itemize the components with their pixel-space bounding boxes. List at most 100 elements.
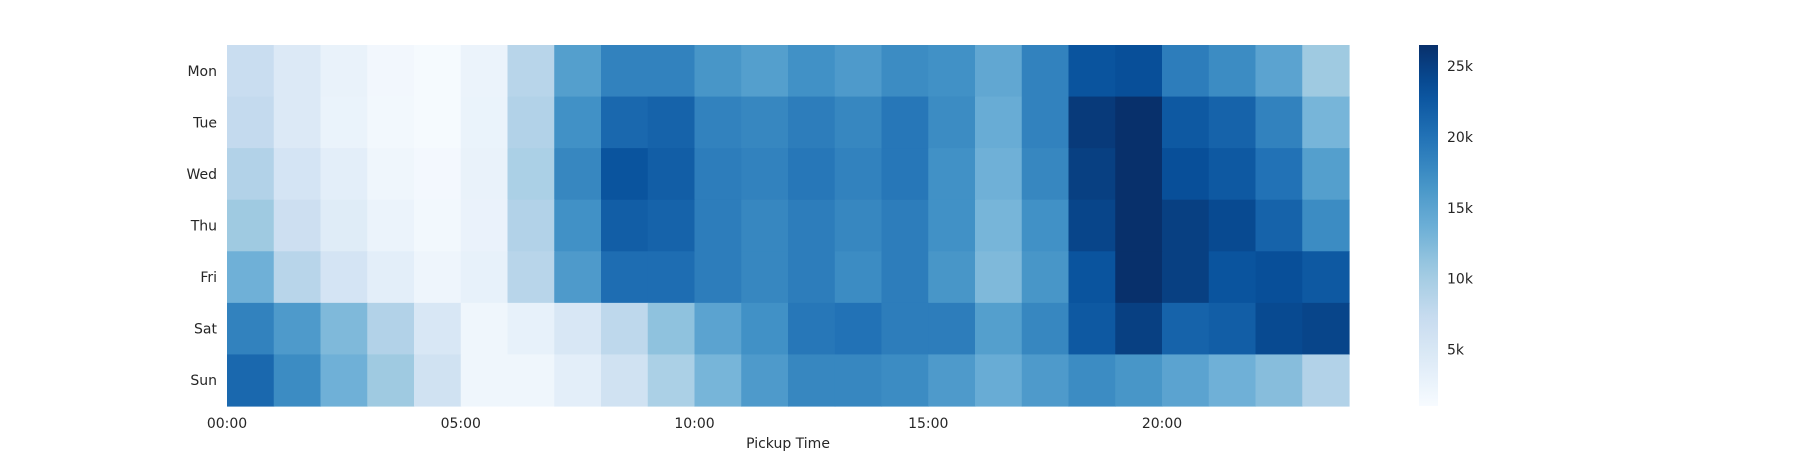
heatmap-cell-sun-19 (1115, 354, 1163, 407)
heatmap-cell-sun-15 (928, 354, 976, 407)
heatmap-cell-tue-4 (414, 96, 462, 149)
heatmap-cell-wed-0 (227, 148, 275, 201)
heatmap-cell-tue-6 (507, 96, 555, 149)
heatmap-cell-tue-3 (367, 96, 415, 149)
heatmap-cell-mon-6 (507, 45, 555, 98)
heatmap-cell-tue-21 (1208, 96, 1257, 149)
heatmap-cell-fri-4 (414, 251, 462, 304)
heatmap-cells (227, 45, 1350, 407)
heatmap-cell-tue-18 (1068, 96, 1116, 149)
heatmap-cell-sun-3 (367, 354, 415, 407)
colorbar-ticks: 5k 10k 15k 20k 25k (1447, 59, 1474, 358)
heatmap-cell-sat-7 (554, 302, 602, 356)
heatmap-cell-tue-7 (554, 96, 602, 149)
heatmap-cell-mon-13 (834, 45, 883, 98)
heatmap-cell-wed-22 (1255, 148, 1303, 201)
heatmap-cell-tue-1 (273, 96, 322, 149)
heatmap-cell-wed-18 (1068, 148, 1116, 201)
heatmap-cell-mon-18 (1068, 45, 1116, 98)
heatmap-cell-tue-2 (320, 96, 368, 149)
colorbar-tick-label: 20k (1447, 130, 1474, 146)
heatmap-cell-fri-18 (1068, 251, 1116, 304)
heatmap-cell-thu-9 (647, 199, 696, 252)
heatmap-cell-thu-11 (741, 199, 789, 252)
heatmap-cell-sat-12 (788, 302, 836, 356)
heatmap-cell-mon-15 (928, 45, 976, 98)
heatmap-cell-thu-14 (881, 199, 929, 252)
heatmap-cell-thu-2 (320, 199, 368, 252)
heatmap-cell-mon-23 (1302, 45, 1350, 98)
heatmap-cell-thu-23 (1302, 199, 1350, 252)
heatmap-cell-fri-8 (601, 251, 649, 304)
heatmap-cell-sat-14 (881, 302, 929, 356)
heatmap-cell-thu-13 (834, 199, 883, 252)
heatmap-cell-sun-22 (1255, 354, 1303, 407)
heatmap-cell-sun-8 (601, 354, 649, 407)
heatmap-cell-fri-7 (554, 251, 602, 304)
heatmap-cell-sat-1 (273, 302, 322, 356)
heatmap-cell-wed-23 (1302, 148, 1350, 201)
heatmap-cell-tue-12 (788, 96, 836, 149)
heatmap-cell-mon-4 (414, 45, 462, 98)
heatmap-cell-sun-21 (1208, 354, 1257, 407)
heatmap-cell-wed-12 (788, 148, 836, 201)
heatmap-cell-wed-20 (1162, 148, 1210, 201)
heatmap-cell-wed-17 (1021, 148, 1070, 201)
x-tick-label: 05:00 (441, 416, 481, 432)
row-labels: Mon Tue Wed Thu Fri Sat Sun (186, 64, 217, 389)
heatmap-cell-mon-10 (694, 45, 742, 98)
heatmap-cell-wed-3 (367, 148, 415, 201)
heatmap-cell-wed-16 (975, 148, 1023, 201)
heatmap-cell-sat-23 (1302, 302, 1350, 356)
heatmap-cell-sat-11 (741, 302, 789, 356)
heatmap-cell-thu-8 (601, 199, 649, 252)
heatmap-cell-fri-9 (647, 251, 696, 304)
heatmap-cell-tue-0 (227, 96, 275, 149)
row-label-sun: Sun (190, 373, 217, 389)
heatmap-cell-thu-7 (554, 199, 602, 252)
heatmap-cell-mon-7 (554, 45, 602, 98)
heatmap-cell-sat-3 (367, 302, 415, 356)
heatmap-cell-sun-17 (1021, 354, 1070, 407)
x-tick-label: 00:00 (207, 416, 247, 432)
heatmap-cell-wed-1 (273, 148, 322, 201)
heatmap-cell-fri-5 (460, 251, 509, 304)
heatmap-cell-sat-13 (834, 302, 883, 356)
heatmap-cell-sat-21 (1208, 302, 1257, 356)
heatmap-cell-tue-23 (1302, 96, 1350, 149)
heatmap-cell-sun-16 (975, 354, 1023, 407)
heatmap-cell-tue-9 (647, 96, 696, 149)
heatmap-cell-tue-19 (1115, 96, 1163, 149)
heatmap-cell-tue-17 (1021, 96, 1070, 149)
heatmap-cell-fri-3 (367, 251, 415, 304)
heatmap-cell-sat-4 (414, 302, 462, 356)
heatmap-cell-sat-10 (694, 302, 742, 356)
row-label-wed: Wed (186, 167, 217, 183)
heatmap-cell-fri-20 (1162, 251, 1210, 304)
x-axis-ticks: 00:00 05:00 10:00 15:00 20:00 (207, 416, 1182, 432)
heatmap-cell-thu-21 (1208, 199, 1257, 252)
heatmap-cell-fri-19 (1115, 251, 1163, 304)
heatmap-cell-tue-11 (741, 96, 789, 149)
heatmap-cell-fri-22 (1255, 251, 1303, 304)
heatmap-cell-thu-22 (1255, 199, 1303, 252)
heatmap-cell-wed-5 (460, 148, 509, 201)
heatmap-cell-wed-11 (741, 148, 789, 201)
heatmap-cell-thu-17 (1021, 199, 1070, 252)
heatmap-cell-wed-21 (1208, 148, 1257, 201)
heatmap-cell-fri-17 (1021, 251, 1070, 304)
heatmap-cell-sun-11 (741, 354, 789, 407)
heatmap-cell-sun-5 (460, 354, 509, 407)
colorbar-tick-label: 5k (1447, 342, 1465, 358)
heatmap-cell-fri-10 (694, 251, 742, 304)
heatmap-cell-wed-7 (554, 148, 602, 201)
heatmap-cell-sat-6 (507, 302, 555, 356)
heatmap-cell-sun-0 (227, 354, 275, 407)
heatmap-cell-thu-0 (227, 199, 275, 252)
heatmap-cell-sat-5 (460, 302, 509, 356)
heatmap-cell-mon-20 (1162, 45, 1210, 98)
heatmap-cell-sat-22 (1255, 302, 1303, 356)
heatmap-cell-mon-1 (273, 45, 322, 98)
heatmap-cell-sun-9 (647, 354, 696, 407)
